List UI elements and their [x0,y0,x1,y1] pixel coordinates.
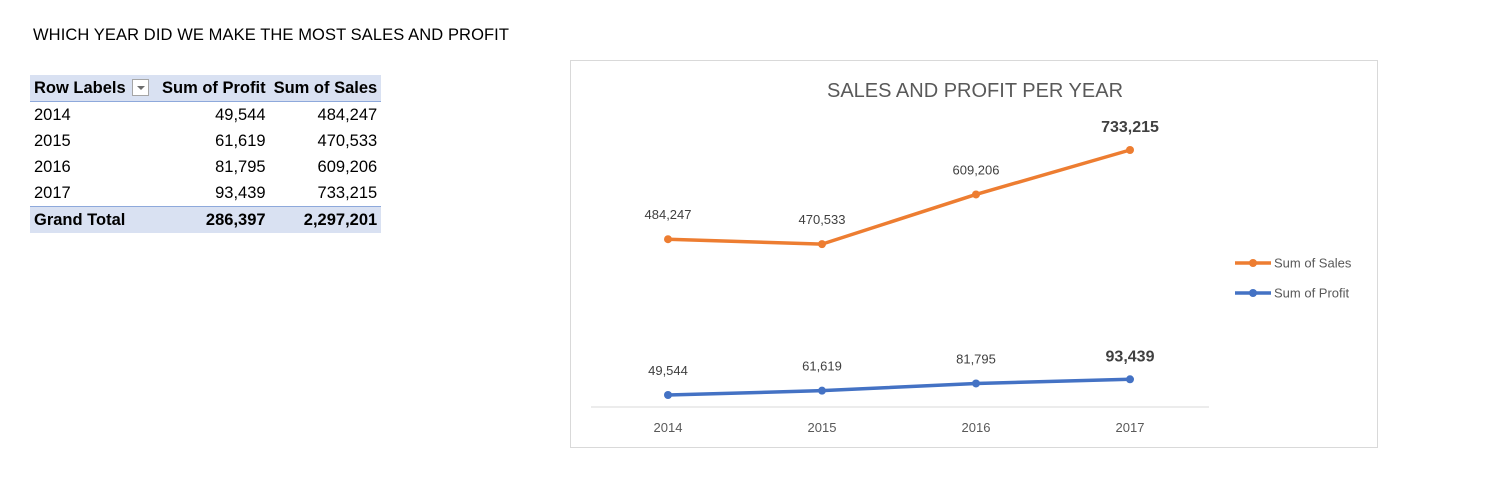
page-heading: WHICH YEAR DID WE MAKE THE MOST SALES AN… [33,26,510,44]
sum-of-profit-data-label: 49,544 [648,363,688,378]
sum-of-sales-legend-label[interactable]: Sum of Sales [1274,256,1352,271]
profit-cell: 49,544 [215,105,266,124]
sales-cell: 609,206 [317,157,378,176]
sum-of-profit-data-label: 61,619 [802,359,842,374]
sum-of-sales-point [664,235,672,244]
pivot-header-row: Row Labels Sum of Profit Sum of Sales [30,75,382,102]
series-layer: 484,247 470,533 609,206 733,215 49,544 61,619… [645,119,1159,399]
table-row: 2014 49,544 484,247 [30,102,381,129]
row-label: 2015 [34,131,71,150]
grand-total-sales: 2,297,201 [269,206,382,233]
x-tick-label: 2014 [654,420,683,435]
sales-cell: 484,247 [317,105,378,124]
sales-cell: 470,533 [317,131,378,150]
sum-of-sales-point [1126,146,1134,154]
sum-of-profit-legend-label[interactable]: Sum of Profit [1274,286,1350,301]
row-label: 2014 [34,105,71,124]
pivot-table: Row Labels Sum of Profit Sum of Sales 20… [30,75,382,233]
sum-of-profit-point [972,379,980,388]
sum-of-sales-point [818,240,826,249]
sum-of-profit-header: Sum of Profit [158,75,270,102]
table-row: 2015 61,619 470,533 [30,128,381,154]
sales-profit-chart[interactable]: SALES AND PROFIT PER YEAR 2014 2015 2016 20… [570,60,1378,448]
x-tick-label: 2016 [962,420,991,435]
table-row: 2017 93,439 733,215 [30,180,381,207]
profit-cell: 81,795 [215,157,266,176]
x-axis: 2014 2015 2016 2017 [654,420,1145,435]
sum-of-profit-legend-marker [1249,289,1257,297]
grand-total-profit: 286,397 [158,206,270,233]
chart-canvas: SALES AND PROFIT PER YEAR 2014 2015 2016 20… [591,80,1352,435]
row-label: 2017 [34,183,71,202]
sum-of-sales-data-label: 609,206 [953,162,1000,177]
x-tick-label: 2017 [1116,420,1145,435]
row-labels-header[interactable]: Row Labels [30,75,158,102]
chart-legend[interactable]: Sum of Sales Sum of Profit [1235,256,1352,301]
sum-of-sales-line [667,148,1131,246]
filter-dropdown-icon[interactable] [131,78,149,96]
chart-title: SALES AND PROFIT PER YEAR [827,80,1123,102]
table-row: 2016 81,795 609,206 [30,154,381,180]
sum-of-sales-data-label: 470,533 [799,212,846,227]
sum-of-sales-data-label: 733,215 [1101,119,1159,136]
sum-of-profit-point [664,391,672,399]
sum-of-sales-point [972,190,980,199]
grand-total-row: Grand Total 286,397 2,297,201 [30,206,382,233]
sum-of-profit-data-label: 93,439 [1106,348,1155,365]
sum-of-sales-data-label: 484,247 [645,207,692,222]
profit-cell: 93,439 [215,183,266,202]
sum-of-profit-point [818,386,826,395]
sum-of-sales-legend-marker [1249,259,1257,267]
sales-cell: 733,215 [317,183,378,202]
sum-of-profit-data-label: 81,795 [956,351,996,366]
sum-of-sales-header: Sum of Sales [269,75,382,102]
sum-of-profit-point [1126,375,1134,384]
row-labels-header-label: Row Labels [34,78,126,97]
x-tick-label: 2015 [808,420,837,435]
grand-total-label: Grand Total [30,206,158,233]
profit-cell: 61,619 [215,131,266,150]
sum-of-profit-line [667,377,1131,397]
row-label: 2016 [34,157,71,176]
